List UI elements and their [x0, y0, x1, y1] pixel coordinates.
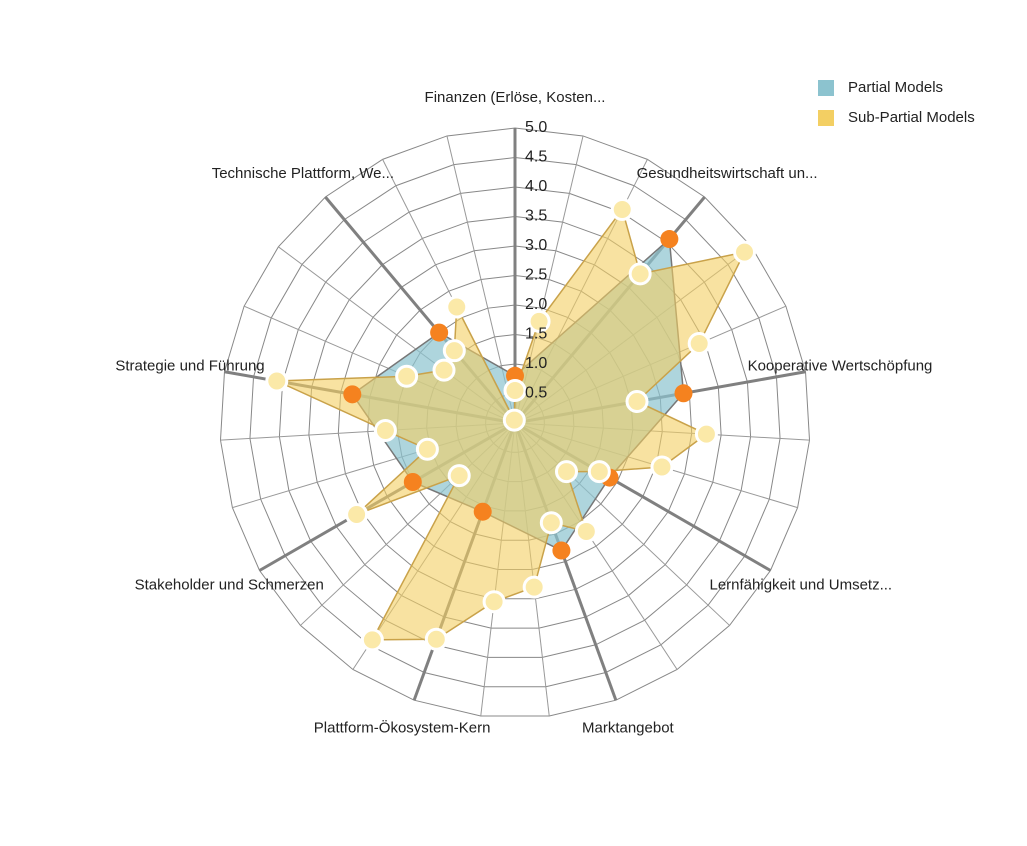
partial-marker: [430, 323, 449, 342]
legend-swatch: [818, 80, 834, 96]
r-tick-label: 1.5: [525, 326, 547, 343]
sub-partial-marker: [650, 455, 674, 479]
legend-label: Sub-Partial Models: [848, 109, 975, 126]
r-tick-label: 3.5: [525, 208, 547, 225]
partial-marker: [473, 502, 492, 521]
partial-marker: [403, 473, 422, 491]
markers: [265, 197, 757, 652]
sub-partial-marker: [687, 332, 711, 356]
legend-swatch: [818, 110, 834, 126]
r-tick-label: 5.0: [525, 119, 547, 136]
sub-partial-marker: [432, 358, 456, 382]
category-label: Marktangebot: [582, 719, 675, 736]
partial-marker: [343, 385, 362, 404]
sub-partial-marker: [502, 408, 526, 432]
partial-marker: [674, 384, 693, 403]
category-label: Strategie und Führung: [115, 358, 264, 375]
sub-partial-marker: [522, 575, 546, 599]
sub-partial-marker: [415, 437, 439, 461]
r-tick-label: 3.0: [525, 237, 547, 254]
sub-partial-marker: [395, 364, 419, 388]
partial-marker: [660, 230, 679, 249]
sub-partial-marker: [482, 590, 506, 614]
sub-partial-marker: [503, 379, 527, 403]
sub-partial-marker: [447, 464, 471, 488]
sub-partial-marker: [574, 519, 598, 543]
legend-label: Partial Models: [848, 79, 943, 96]
category-label: Gesundheitswirtschaft un...: [637, 165, 818, 182]
sub-partial-marker: [265, 369, 289, 393]
r-tick-label: 0.5: [525, 385, 547, 402]
sub-partial-marker: [527, 309, 551, 333]
sub-partial-marker: [733, 240, 757, 264]
grid-ring: [249, 156, 781, 688]
sub-partial-marker: [628, 262, 652, 286]
category-label: Technische Plattform, We...: [212, 165, 394, 182]
category-label: Lernfähigkeit und Umsetz...: [709, 576, 892, 593]
partial-marker: [552, 541, 571, 560]
grid-ring: [219, 127, 811, 717]
category-label: Stakeholder und Schmerzen: [135, 576, 324, 593]
category-label: Finanzen (Erlöse, Kosten...: [425, 89, 606, 106]
sub-partial-marker: [625, 389, 649, 413]
sub-partial-marker: [442, 339, 466, 363]
r-tick-label: 4.5: [525, 149, 547, 166]
sub-partial-marker: [445, 295, 469, 319]
sub-partial-marker: [554, 460, 578, 484]
r-tick-label: 2.5: [525, 267, 547, 284]
sub-partial-marker: [345, 502, 369, 526]
sub-partial-marker: [587, 460, 611, 484]
r-tick-label: 2.0: [525, 296, 547, 313]
r-tick-label: 1.0: [525, 355, 547, 372]
sub-partial-marker: [610, 197, 634, 221]
sub-partial-marker: [539, 511, 563, 535]
sub-partial-marker: [424, 627, 448, 651]
labels: 0.5 1.0 1.5 2.0 2.5 3.0 3.5 4.0 4.5 5.0 Finanzen (…: [115, 79, 974, 736]
sub-partial-marker: [360, 628, 384, 652]
r-tick-label: 4.0: [525, 178, 547, 195]
sub-partial-marker: [694, 422, 718, 446]
category-label: Plattform-Ökosystem-Kern: [314, 718, 491, 736]
sub-partial-marker: [373, 419, 397, 443]
category-label: Kooperative Wertschöpfung: [748, 358, 933, 375]
